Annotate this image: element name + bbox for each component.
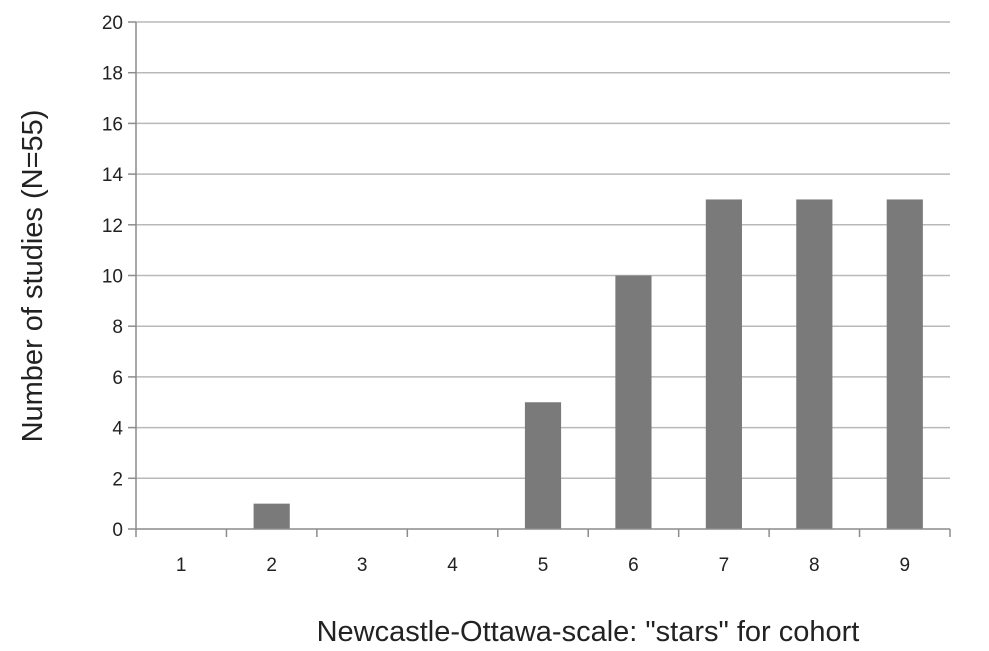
x-tick-label: 5 [538,555,549,576]
bar [705,199,742,529]
y-tick-label: 16 [102,114,123,135]
x-axis-title: Newcastle-Ottawa-scale: "stars" for coho… [317,616,860,648]
x-tick-label: 1 [176,555,187,576]
bar [524,402,562,529]
y-axis-title: Number of studies (N=55) [17,110,49,443]
bar [253,503,290,529]
y-tick-labels: 0 2 4 6 8 10 12 14 16 18 20 [102,13,124,541]
bar [886,199,923,529]
x-tick-label: 7 [719,555,730,576]
y-tick-label: 0 [112,520,123,541]
x-tick-label: 6 [628,555,639,576]
bars [253,199,923,529]
bar [615,275,652,529]
y-tick-label: 2 [112,469,123,490]
y-tick-label: 14 [102,165,124,186]
x-tick-label: 2 [266,555,277,576]
x-tick-label: 9 [899,555,910,576]
axes [135,22,950,530]
x-tick-labels: 1 2 3 4 5 6 7 8 9 [176,555,910,576]
y-tick-label: 10 [102,267,123,288]
x-tick-label: 8 [809,555,820,576]
x-tick-label: 4 [447,555,458,576]
y-tick-label: 4 [112,419,123,440]
y-tick-label: 6 [112,368,123,389]
y-tick-label: 20 [102,13,123,34]
x-tick-label: 3 [357,555,368,576]
y-tick-label: 12 [102,216,123,237]
y-tick-label: 8 [112,317,123,338]
bar [796,199,833,529]
y-tick-label: 18 [102,64,123,85]
